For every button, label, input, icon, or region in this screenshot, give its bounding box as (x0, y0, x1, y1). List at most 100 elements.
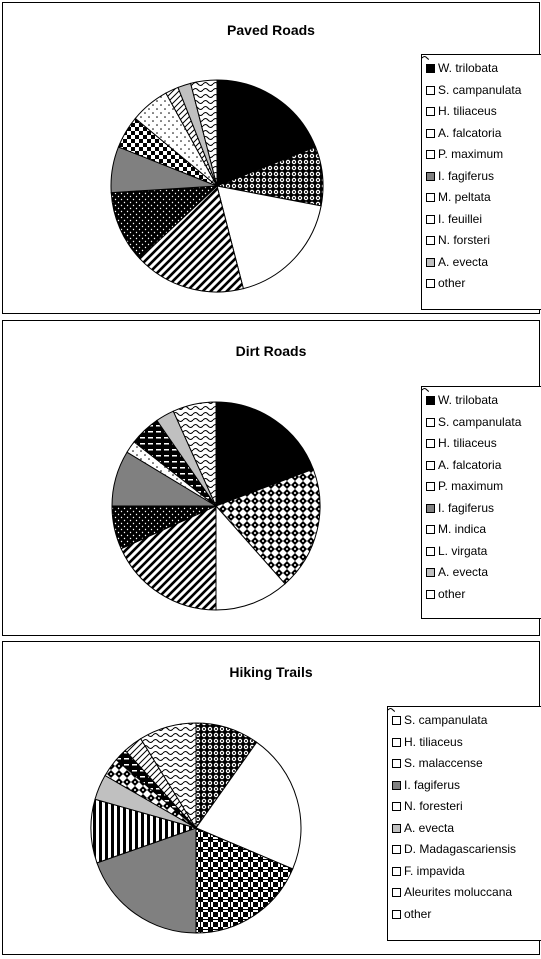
legend-swatch (392, 823, 401, 833)
legend-swatch (388, 707, 401, 876)
chart-title: Hiking Trails (229, 664, 313, 680)
legend-item: other (422, 55, 541, 295)
legend-swatch (392, 737, 401, 747)
legend-item: A. evecta (426, 562, 541, 584)
legend-label: H. tiliaceus (438, 104, 497, 118)
legend-swatch (426, 107, 435, 117)
pie-slice-h-tiliaceus (216, 185, 322, 290)
legend-item: Aleurites moluccana (388, 707, 541, 904)
legend-label: W. trilobata (438, 393, 499, 407)
legend-swatch (426, 64, 435, 74)
pie-slice-other (172, 401, 217, 507)
legend-label: A. evecta (438, 565, 489, 579)
legend-item: I. fagiferus (426, 498, 541, 520)
legend-item: S. malaccense (388, 707, 541, 775)
legend-swatch (426, 257, 435, 267)
legend-swatch (388, 707, 401, 726)
legend-item: A. evecta (392, 818, 541, 840)
legend-item: W. trilobata (426, 390, 541, 412)
legend-swatch (388, 707, 401, 855)
chart-panel-dirt-roads: Dirt Roads W. trilobata S. campanulata H. … (2, 320, 541, 636)
legend-swatch (422, 387, 435, 556)
legend-label: L. virgata (438, 543, 488, 558)
pie-slice-w-trilobata (215, 401, 314, 507)
legend-swatch (422, 55, 435, 138)
legend-label: M. peltata (438, 190, 491, 204)
chart-title: Dirt Roads (235, 343, 307, 359)
legend-swatch (426, 568, 435, 578)
legend-item: H. tiliaceus (426, 101, 541, 123)
legend-item: M. peltata (422, 55, 541, 209)
pie-slice-a-falcatoria (120, 505, 217, 611)
legend-label: A. falcatoria (438, 457, 502, 472)
legend-label: S. campanulata (404, 713, 488, 727)
legend-item: I. feuillei (422, 55, 541, 231)
legend-label: other (438, 586, 466, 601)
legend-item: D. Madagascariensis (388, 707, 541, 861)
pie-slice-other (140, 722, 197, 830)
legend-item: S. campanulata (388, 707, 541, 732)
legend-label: A. evecta (404, 820, 455, 835)
legend-label: other (438, 276, 466, 290)
legend-label: W. trilobata (438, 61, 499, 75)
legend-item: P. maximum (422, 55, 541, 166)
legend-swatch (422, 387, 435, 535)
legend-label: S. campanulata (438, 414, 522, 429)
legend-label: A. evecta (438, 254, 489, 269)
pie-chart-dirt-roads (111, 401, 321, 611)
legend-item: H. tiliaceus (392, 732, 541, 754)
legend-item: A. evecta (426, 252, 541, 274)
legend-label: N. forsteri (438, 233, 491, 247)
legend-swatch (422, 55, 435, 224)
pie-slice-w-trilobata (216, 79, 317, 187)
legend-swatch (422, 387, 435, 599)
legend-label: D. Madagascariensis (404, 842, 517, 856)
pie-slice-other (190, 79, 218, 187)
legend-label: N. foresteri (404, 799, 463, 813)
legend-item: F. impavida (388, 707, 541, 883)
legend-swatch (388, 707, 401, 812)
legend-swatch (422, 55, 435, 160)
legend-label: S. malaccense (404, 756, 483, 770)
legend-label: H. tiliaceus (438, 436, 497, 450)
pie-chart-paved-roads (110, 79, 324, 293)
legend-swatch (388, 707, 401, 898)
chart-panel-paved-roads: Paved Roads W. trilobata S. campanulata H.… (2, 2, 541, 314)
legend-paved-roads: W. trilobata S. campanulata H. tiliaceus A.… (421, 54, 541, 310)
pie-slice-h-tiliaceus (195, 741, 302, 870)
legend-swatch (426, 503, 435, 513)
legend-item: I. fagiferus (392, 775, 541, 797)
legend-item: N. foresteri (388, 707, 541, 818)
legend-dirt-roads: W. trilobata S. campanulata H. tiliaceus A.… (421, 386, 541, 619)
legend-item: S. campanulata (422, 55, 541, 102)
legend-item: W. trilobata (426, 58, 541, 80)
chart-panel-hiking-trails: Hiking Trails S. campanulata H. tiliaceus… (2, 641, 541, 955)
legend-label: I. fagiferus (404, 777, 461, 792)
legend-item: M. indica (422, 387, 541, 541)
legend-hiking-trails: S. campanulata H. tiliaceus S. malaccense I… (387, 706, 541, 941)
pie-slice-s-malaccense (195, 827, 294, 934)
pie-slice-h-tiliaceus (215, 504, 286, 611)
legend-swatch (422, 55, 435, 289)
legend-label: A. falcatoria (438, 125, 502, 140)
legend-label: I. feuillei (438, 211, 483, 226)
legend-swatch (392, 780, 401, 790)
legend-item: L. virgata (422, 387, 541, 563)
legend-label: other (404, 906, 432, 921)
legend-swatch (422, 387, 435, 492)
legend-swatch (422, 55, 435, 203)
pie-slice-p-maximum (110, 185, 219, 260)
legend-item: A. falcatoria (422, 55, 541, 145)
legend-item: N. forsteri (422, 55, 541, 252)
legend-label: I. fagiferus (438, 168, 495, 183)
legend-swatch (422, 387, 435, 427)
legend-swatch (426, 439, 435, 449)
legend-label: M. indica (438, 522, 487, 536)
legend-swatch (422, 55, 435, 95)
pie-chart-hiking-trails (90, 722, 302, 934)
legend-item: H. tiliaceus (426, 433, 541, 455)
legend-item: other (388, 707, 541, 926)
legend-item: S. campanulata (422, 387, 541, 434)
legend-label: P. maximum (438, 479, 504, 493)
chart-title: Paved Roads (227, 22, 315, 38)
